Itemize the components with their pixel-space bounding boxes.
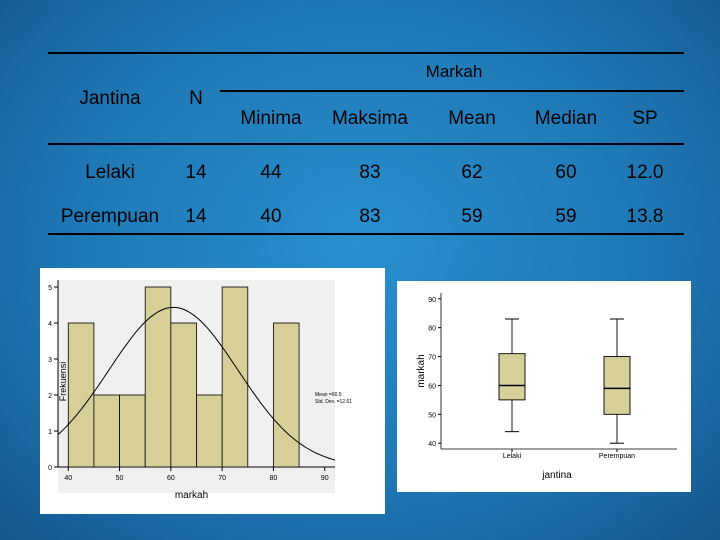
row-group: Perempuan	[60, 206, 160, 227]
x-tick-label: 90	[321, 475, 329, 482]
histogram-panel: 0 1 2 3 4 5 40 50 60 70 80 90 Frekuensi markah Mean =6…	[40, 268, 385, 514]
x-tick-label: 40	[64, 475, 72, 482]
row-sp: 13.8	[626, 206, 664, 227]
stats-annotation: Std. Dev. =12.61	[315, 399, 352, 405]
header-markah: Markah	[425, 62, 483, 81]
header-maksima: Maksima	[331, 108, 408, 129]
row-median: 59	[555, 206, 577, 227]
markah-header-rule	[220, 90, 684, 92]
header-n: N	[189, 88, 203, 109]
y-axis-label: markah	[416, 354, 427, 387]
x-tick-label: 70	[218, 475, 226, 482]
x-tick-label: Lelaki	[503, 453, 522, 460]
y-tick-label: 60	[428, 383, 436, 390]
histogram-bar	[119, 394, 146, 468]
box	[498, 353, 526, 401]
x-tick-label: 60	[167, 475, 175, 482]
y-tick-label: 1	[48, 429, 52, 436]
row-mean: 59	[461, 206, 483, 227]
y-tick-label: 3	[48, 357, 52, 364]
box	[603, 356, 631, 415]
row-n: 14	[185, 206, 207, 227]
x-tick-label: 80	[270, 475, 278, 482]
y-tick-label: 80	[428, 326, 436, 333]
row-median: 60	[555, 162, 577, 183]
y-tick-label: 0	[48, 465, 52, 472]
table-bottom-rule	[48, 233, 684, 235]
header-sp: SP	[632, 108, 658, 129]
table-top-rule	[48, 52, 684, 54]
histogram-bar	[170, 322, 197, 468]
y-tick-label: 90	[428, 297, 436, 304]
y-tick-label: 2	[48, 393, 52, 400]
x-axis-label: jantina	[541, 470, 572, 481]
histogram-bar	[67, 322, 95, 468]
row-mean: 62	[461, 162, 483, 183]
histogram-bar	[196, 394, 223, 468]
stats-annotation: Mean =60.5	[315, 392, 342, 398]
row-sp: 12.0	[626, 162, 664, 183]
x-tick-label: 50	[116, 475, 124, 482]
row-maksima: 83	[359, 206, 381, 227]
header-jantina: Jantina	[79, 88, 141, 109]
row-group: Lelaki	[85, 162, 135, 183]
normal-curve	[57, 306, 336, 461]
histogram-bar	[144, 286, 172, 468]
stats-table: Jantina N Markah Minima Maksima Mean Med…	[0, 0, 720, 250]
row-maksima: 83	[359, 162, 381, 183]
histogram-chart: 0 1 2 3 4 5 40 50 60 70 80 90 Frekuensi markah Mean =6…	[48, 280, 352, 501]
y-tick-label: 5	[48, 285, 52, 292]
row-minima: 40	[260, 206, 282, 227]
boxplot-panel: 40 50 60 70 80 90 Lelaki Perempuan markah jantina	[397, 281, 691, 492]
x-axis-label: markah	[175, 490, 208, 501]
y-tick-label: 40	[428, 441, 436, 448]
histogram-bar	[221, 286, 249, 468]
header-minima: Minima	[240, 108, 302, 129]
table-header-rule	[48, 143, 684, 145]
x-tick-label: Perempuan	[599, 453, 635, 460]
y-tick-label: 50	[428, 412, 436, 419]
header-mean: Mean	[448, 108, 496, 129]
y-tick-label: 70	[428, 355, 436, 362]
histogram-bar	[93, 394, 120, 468]
y-tick-label: 4	[48, 321, 52, 328]
row-minima: 44	[260, 162, 282, 183]
header-median: Median	[534, 108, 598, 129]
row-n: 14	[185, 162, 207, 183]
boxplot-chart: 40 50 60 70 80 90 Lelaki Perempuan markah jantina	[416, 293, 677, 481]
histogram-bar	[273, 322, 300, 468]
y-axis-label: Frekuensi	[58, 362, 68, 402]
